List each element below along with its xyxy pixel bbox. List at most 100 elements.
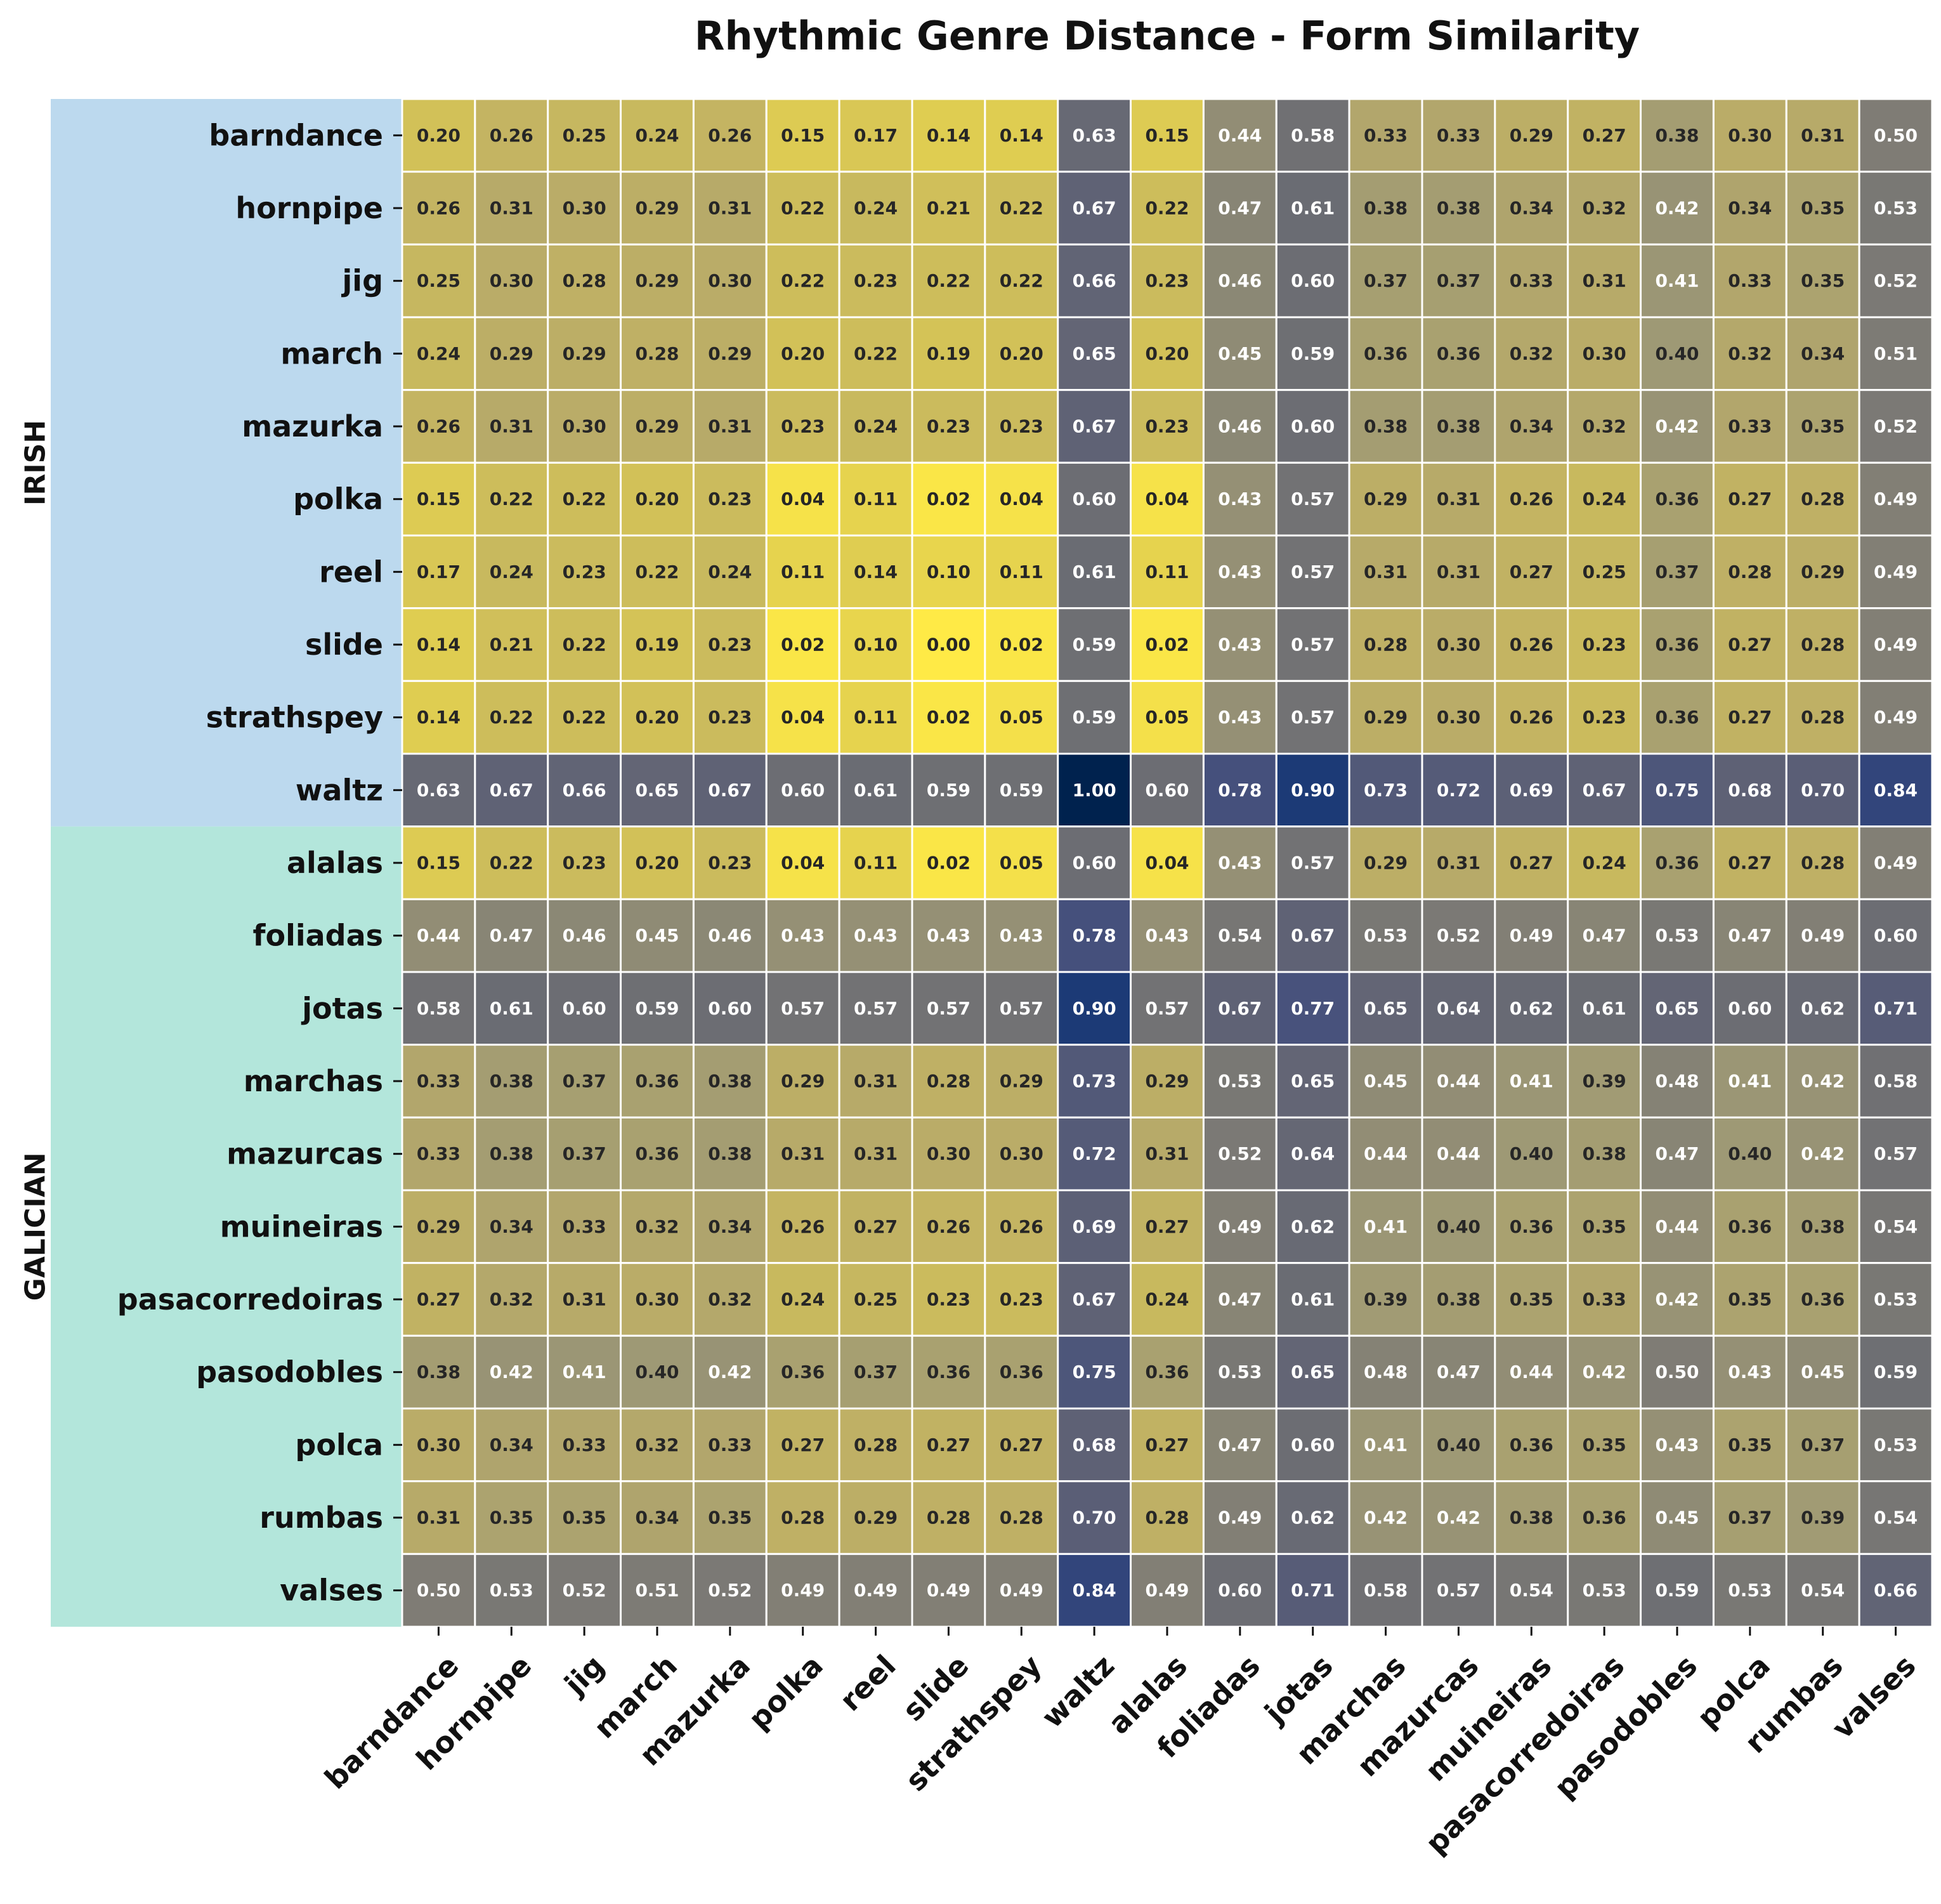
heatmap-cell: [765, 171, 840, 246]
heatmap-cell: [1275, 825, 1350, 900]
row-group-labels: IRISH GALICIAN: [20, 420, 52, 1301]
row-label-alalas: alalas: [287, 846, 383, 880]
heatmap-cell: [692, 98, 768, 173]
heatmap-cell: [692, 1116, 768, 1192]
cell-value-label: 0.23: [781, 416, 825, 437]
cell-value-label: 0.49: [1874, 561, 1918, 582]
cell-value-label: 0.31: [1583, 270, 1626, 291]
cell-value-label: 0.49: [1218, 1507, 1262, 1528]
cell-value-label: 0.42: [1437, 1507, 1480, 1528]
heatmap-cell: [838, 607, 913, 682]
heatmap-cell: [1202, 1480, 1278, 1555]
heatmap-cell: [1712, 607, 1787, 682]
cell-value-label: 0.33: [1437, 125, 1480, 146]
heatmap-cell: [765, 971, 840, 1046]
heatmap-cell: [984, 1262, 1059, 1337]
heatmap-cell: [1785, 243, 1860, 318]
heatmap-cell: [1858, 971, 1933, 1046]
heatmap-cell: [401, 825, 476, 900]
cell-value-label: 0.53: [1218, 1071, 1262, 1092]
heatmap-cell: [620, 898, 695, 973]
cell-value-label: 0.20: [1000, 343, 1043, 364]
cell-value-label: 0.44: [1437, 1071, 1480, 1092]
cell-value-label: 0.49: [1874, 489, 1918, 509]
cell-value-label: 0.60: [1291, 416, 1335, 437]
cell-value-label: 0.36: [927, 1362, 970, 1382]
cell-value-label: 0.30: [1728, 125, 1772, 146]
cell-value-label: 0.33: [417, 1071, 461, 1092]
cell-value-label: 0.04: [1145, 853, 1189, 874]
cell-value-label: 0.51: [635, 1580, 679, 1601]
cell-value-label: 0.54: [1874, 1507, 1918, 1528]
cell-value-label: 0.35: [1583, 1216, 1626, 1237]
heatmap-cell: [1567, 971, 1642, 1046]
cell-value-label: 0.31: [708, 416, 752, 437]
heatmap-cell: [1640, 1407, 1715, 1483]
cell-value-label: 0.04: [781, 489, 825, 509]
cell-value-label: 0.48: [1364, 1362, 1408, 1382]
heatmap-cell: [1275, 680, 1350, 755]
heatmap-cell: [765, 607, 840, 682]
cell-value-label: 0.04: [781, 853, 825, 874]
cell-value-label: 0.67: [490, 780, 533, 801]
cell-value-label: 0.20: [635, 489, 679, 509]
heatmap-cell: [620, 1334, 695, 1410]
cell-value-label: 0.78: [1073, 925, 1116, 946]
row-label-polca: polca: [295, 1428, 383, 1462]
cell-value-label: 0.29: [417, 1216, 461, 1237]
cell-value-label: 0.73: [1364, 780, 1408, 801]
heatmap-cell: [1712, 680, 1787, 755]
cell-value-label: 0.33: [1728, 416, 1772, 437]
cell-value-label: 0.22: [781, 198, 825, 219]
cell-value-label: 0.30: [927, 1143, 970, 1164]
cell-value-label: 0.52: [708, 1580, 752, 1601]
cell-value-label: 0.02: [927, 489, 970, 509]
cell-value-label: 1.00: [1073, 780, 1116, 801]
cell-value-label: 0.65: [1655, 998, 1699, 1019]
row-label-mazurka: mazurka: [242, 409, 383, 443]
heatmap-cell: [1712, 1044, 1787, 1119]
cell-value-label: 0.35: [1801, 198, 1845, 219]
cell-value-label: 0.23: [1000, 1289, 1043, 1310]
row-label-muineiras: muineiras: [220, 1209, 383, 1244]
heatmap-cell: [1494, 1553, 1569, 1628]
heatmap-cell: [401, 1189, 476, 1264]
cell-value-label: 0.58: [1364, 1580, 1408, 1601]
heatmap-cell: [1202, 825, 1278, 900]
cell-value-label: 0.65: [1364, 998, 1408, 1019]
cell-value-label: 0.42: [1655, 198, 1699, 219]
heatmap-cell: [911, 1044, 986, 1119]
cell-value-label: 0.35: [1801, 270, 1845, 291]
heatmap-cell: [1494, 461, 1569, 537]
cell-value-label: 0.38: [1655, 125, 1699, 146]
cell-value-label: 0.44: [1655, 1216, 1699, 1237]
cell-value-label: 0.41: [1655, 270, 1699, 291]
cell-value-label: 0.35: [490, 1507, 533, 1528]
row-label-foliadas: foliadas: [252, 919, 383, 953]
cell-value-label: 0.27: [417, 1289, 461, 1310]
cell-value-label: 0.59: [927, 780, 970, 801]
cell-value-label: 0.37: [563, 1071, 606, 1092]
cell-value-label: 0.28: [927, 1507, 970, 1528]
cell-value-label: 0.49: [1145, 1580, 1189, 1601]
cell-value-label: 0.43: [1145, 925, 1189, 946]
heatmap-cell: [1567, 898, 1642, 973]
heatmap-cell: [1858, 534, 1933, 610]
cell-value-label: 0.64: [1291, 1143, 1335, 1164]
heatmap-cell: [1567, 825, 1642, 900]
heatmap-cell: [1202, 607, 1278, 682]
heatmap-cell-values: 0.20 0.26 0.25 0.24 0.26 0.15 0.17 0.14 0.14 0.63…: [417, 125, 1918, 1601]
cell-value-label: 0.43: [1218, 707, 1262, 728]
cell-value-label: 0.34: [635, 1507, 679, 1528]
cell-value-label: 0.43: [1218, 853, 1262, 874]
heatmap-cell: [1202, 171, 1278, 246]
cell-value-label: 0.26: [1510, 707, 1553, 728]
heatmap-cell: [984, 680, 1059, 755]
heatmap-cell: [1057, 461, 1132, 537]
heatmap-cell: [692, 1480, 768, 1555]
cell-value-label: 0.53: [1874, 1289, 1918, 1310]
cell-value-label: 0.62: [1291, 1216, 1335, 1237]
cell-value-label: 0.59: [1874, 1362, 1918, 1382]
cell-value-label: 0.44: [1437, 1143, 1480, 1164]
